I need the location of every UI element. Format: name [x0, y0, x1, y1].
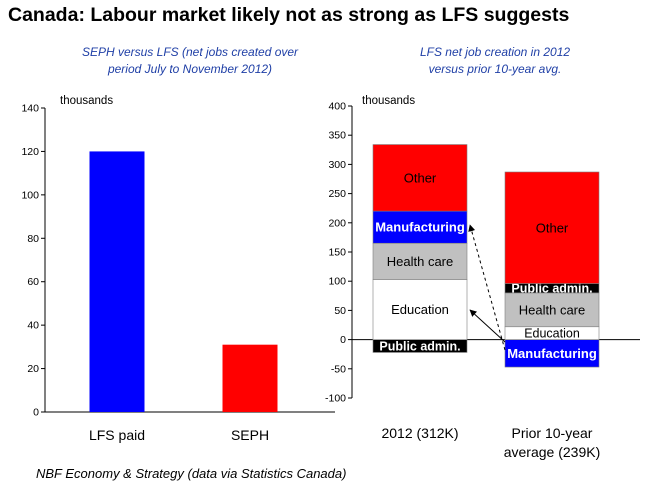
- segment-other: [504, 171, 600, 284]
- source-note: NBF Economy & Strategy (data via Statist…: [36, 466, 347, 481]
- left-unit-label: thousands: [60, 95, 113, 107]
- left-x-category-label: SEPH: [231, 427, 269, 443]
- segment-manufacturing: [504, 339, 600, 368]
- segment-label-public-admin: Public admin.: [511, 282, 592, 296]
- left-y-tick-label: 120: [21, 146, 39, 158]
- segment-label-manufacturing: Manufacturing: [375, 220, 465, 235]
- right-y-tick-label: 50: [334, 305, 346, 317]
- right-y-tick-label: 150: [328, 247, 346, 259]
- left-y-tick-label: 60: [27, 276, 39, 288]
- right-y-tick-label: 300: [328, 159, 346, 171]
- left-subtitle-line-2: period July to November 2012): [107, 62, 273, 76]
- segment-health-care: [504, 292, 600, 328]
- segment-label-education: Education: [391, 302, 449, 317]
- left-chart-subtitle: SEPH versus LFS (net jobs created over p…: [45, 44, 335, 78]
- right-subtitle-line-1: LFS net job creation in 2012: [419, 45, 571, 59]
- segment-education: [372, 279, 468, 340]
- right-y-tick-label: 200: [328, 217, 346, 229]
- right-chart-subtitle: LFS net job creation in 2012 versus prio…: [345, 44, 645, 78]
- right-y-tick-label: 350: [328, 130, 346, 142]
- segment-label-health-care: Health care: [519, 302, 585, 317]
- segment-label-education: Education: [524, 327, 580, 341]
- segment-label-manufacturing: Manufacturing: [507, 346, 597, 361]
- left-y-tick-label: 0: [33, 407, 39, 419]
- right-y-tick-label: -50: [331, 363, 346, 375]
- right-x-category-label: 2012 (312K): [381, 425, 458, 441]
- left-y-tick-label: 140: [21, 103, 39, 115]
- right-x-category-label: average (239K): [504, 444, 601, 460]
- left-x-category-label: LFS paid: [89, 427, 145, 443]
- right-x-category-label: Prior 10-year: [512, 425, 593, 441]
- bar-lfs-paid: [89, 151, 145, 412]
- left-y-tick-label: 100: [21, 189, 39, 201]
- chart-title: Canada: Labour market likely not as stro…: [8, 4, 570, 26]
- left-y-tick-label: 40: [27, 320, 39, 332]
- left-subtitle-line-1: SEPH versus LFS (net jobs created over: [81, 45, 299, 59]
- left-bar-chart: 0 20 40 60 80 100 120 140 thousands LFS paid SEPH: [21, 95, 335, 443]
- right-unit-label: thousands: [362, 95, 415, 107]
- segment-label-public-admin: Public admin.: [379, 340, 460, 354]
- segment-label-health-care: Health care: [387, 254, 453, 269]
- left-y-tick-label: 20: [27, 363, 39, 375]
- manufacturing-dashed-arrow: [468, 224, 506, 351]
- education-arrow: [469, 309, 506, 343]
- right-y-tick-label: -100: [325, 393, 346, 405]
- right-y-tick-label: 100: [328, 276, 346, 288]
- right-stacked-bar-chart: -100 -50 0 50 100 150 200 250 300 350 400 thousands…: [325, 95, 640, 460]
- segment-label-other: Other: [404, 170, 437, 185]
- left-y-tick-label: 80: [27, 233, 39, 245]
- right-subtitle-line-2: versus prior 10-year avg.: [428, 62, 562, 76]
- right-y-tick-label: 250: [328, 188, 346, 200]
- segment-other: [372, 144, 468, 212]
- segment-label-other: Other: [536, 220, 569, 235]
- bar-seph: [222, 344, 278, 412]
- right-y-tick-label: 400: [328, 101, 346, 113]
- right-y-tick-label: 0: [340, 334, 346, 346]
- segment-health-care: [372, 242, 468, 280]
